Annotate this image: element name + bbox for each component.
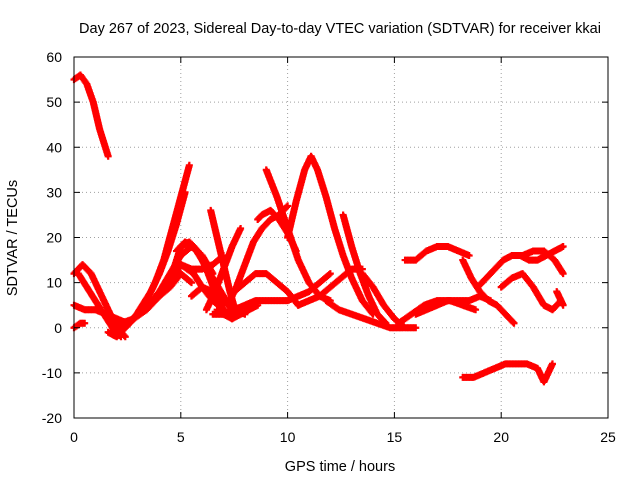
chart-title: Day 267 of 2023, Sidereal Day-to-day VTE…: [79, 21, 601, 37]
series-sat-a: [70, 71, 112, 160]
y-tick-label: 0: [54, 320, 62, 336]
series-sat-x: [339, 211, 390, 327]
series-sat-q: [213, 301, 262, 323]
y-tick-label: 40: [46, 139, 62, 155]
series-sat-ab: [401, 243, 473, 264]
series-sat-ae: [459, 360, 556, 386]
data-point: [237, 224, 245, 232]
data-point: [559, 301, 567, 309]
y-tick-label: -20: [42, 410, 62, 426]
y-tick-label: 20: [46, 230, 62, 246]
series-sat-g: [108, 161, 193, 332]
series-sat-e: [74, 270, 125, 341]
series-sat-p: [207, 206, 240, 318]
x-tick-label: 10: [280, 429, 296, 445]
x-tick-label: 0: [70, 429, 78, 445]
axis-ticks: 0 5 10 15 20 25 -20 -10 0 10 20 30 40 50 60: [42, 49, 616, 445]
x-tick-label: 25: [600, 429, 616, 445]
data-point: [254, 301, 262, 309]
series-sat-s: [230, 270, 302, 309]
series-sat-ai: [553, 288, 567, 309]
y-tick-label: 50: [46, 94, 62, 110]
data-markers: [70, 71, 567, 386]
series-sat-v: [284, 152, 377, 318]
series-sat-ah: [519, 247, 567, 278]
data-point: [412, 324, 420, 332]
y-tick-label: 60: [46, 49, 62, 65]
x-axis-label: GPS time / hours: [285, 459, 395, 475]
data-point: [187, 279, 195, 287]
x-tick-label: 15: [387, 429, 403, 445]
series-sat-w: [294, 265, 366, 309]
y-axis-label: SDTVAR / TECUs: [5, 180, 21, 296]
y-tick-label: 10: [46, 275, 62, 291]
y-tick-label: 30: [46, 184, 62, 200]
x-tick-label: 20: [493, 429, 509, 445]
series-sat-af: [474, 243, 567, 291]
data-point: [326, 270, 334, 278]
data-point: [465, 252, 473, 260]
data-point: [104, 152, 112, 160]
data-point: [185, 161, 193, 169]
series-sat-ad: [459, 256, 518, 327]
data-point: [559, 243, 567, 251]
data-point: [284, 202, 292, 210]
y-tick-label: -10: [42, 365, 62, 381]
data-point: [559, 270, 567, 278]
data-point: [548, 360, 556, 368]
x-tick-label: 5: [177, 429, 185, 445]
series-sat-d: [70, 319, 89, 332]
series-sat-n: [202, 224, 245, 314]
data-point: [81, 319, 89, 327]
series-sat-y: [322, 297, 407, 332]
data-point: [510, 319, 518, 327]
data-point: [472, 306, 480, 314]
